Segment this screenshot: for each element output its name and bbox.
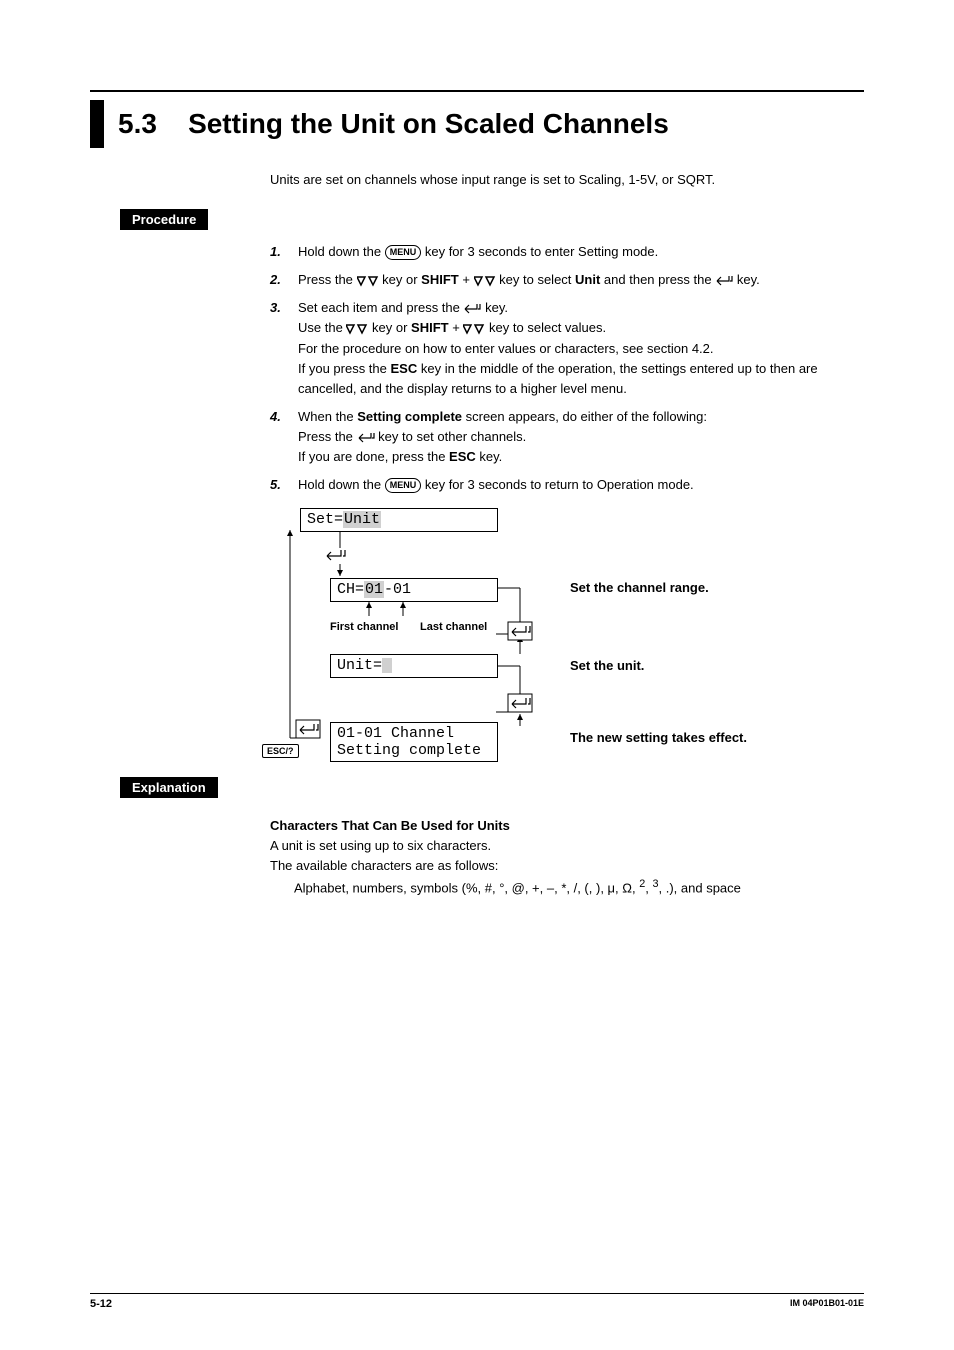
step-body: When the Setting complete screen appears…	[298, 407, 864, 467]
updown-key-icon	[474, 275, 496, 287]
explanation-heading: Explanation	[120, 777, 218, 798]
page-footer: 5-12 IM 04P01B01-01E	[90, 1293, 864, 1310]
t: Setting complete	[337, 742, 491, 759]
takes-effect-label: The new setting takes effect.	[570, 730, 747, 745]
step-body: Hold down the MENU key for 3 seconds to …	[298, 475, 864, 495]
t: For the procedure on how to enter values…	[298, 341, 714, 356]
t: , .), and space	[659, 880, 741, 895]
first-channel-label: First channel	[330, 621, 398, 633]
t: -01	[384, 581, 411, 598]
section-number: 5.3	[118, 108, 157, 139]
t: If you press the	[298, 361, 391, 376]
shift-key: SHIFT	[421, 272, 459, 287]
step-num: 1.	[270, 242, 298, 262]
step-num: 5.	[270, 475, 298, 495]
t: Set=	[307, 511, 343, 528]
step-body: Press the key or SHIFT + key to select U…	[298, 270, 864, 290]
exp-line3: Alphabet, numbers, symbols (%, #, °, @, …	[270, 876, 864, 898]
exp-line2: The available characters are as follows:	[270, 856, 864, 876]
page-number: 5-12	[90, 1298, 112, 1310]
title-row: 5.3 Setting the Unit on Scaled Channels	[90, 100, 864, 148]
cursor-icon	[382, 658, 392, 673]
page-title: 5.3 Setting the Unit on Scaled Channels	[118, 108, 669, 140]
enter-key-icon	[715, 275, 733, 287]
t: If you are done, press the	[298, 449, 449, 464]
updown-key-icon	[346, 323, 368, 335]
unit-word: Unit	[575, 272, 600, 287]
section-title: Setting the Unit on Scaled Channels	[188, 108, 669, 139]
updown-key-icon	[463, 323, 485, 335]
chars-heading: Characters That Can Be Used for Units	[270, 816, 864, 836]
t: Press the	[298, 429, 357, 444]
step-2: 2. Press the key or SHIFT + key to selec…	[270, 270, 864, 290]
last-channel-label: Last channel	[420, 621, 487, 633]
doc-id: IM 04P01B01-01E	[790, 1298, 864, 1310]
t: key.	[733, 272, 760, 287]
set-unit-label: Set the unit.	[570, 658, 644, 673]
menu-key-icon: MENU	[385, 245, 422, 260]
t: 01	[364, 581, 384, 598]
t: Press the	[298, 272, 357, 287]
menu-key-icon: MENU	[385, 478, 422, 493]
t: key to set other channels.	[375, 429, 527, 444]
step-num: 4.	[270, 407, 298, 467]
t: Hold down the	[298, 244, 385, 259]
t: When the	[298, 409, 357, 424]
explanation-body: Characters That Can Be Used for Units A …	[270, 816, 864, 899]
step-4: 4. When the Setting complete screen appe…	[270, 407, 864, 467]
esc-key: ESC	[391, 361, 418, 376]
step-num: 2.	[270, 270, 298, 290]
lcd-set: Set=Unit	[300, 508, 498, 532]
step-body: Set each item and press the key. Use the…	[298, 298, 864, 399]
exp-line1: A unit is set using up to six characters…	[270, 836, 864, 856]
t: key.	[481, 300, 508, 315]
t: Unit	[343, 511, 381, 528]
t: Hold down the	[298, 477, 385, 492]
t: +	[459, 272, 474, 287]
step-1: 1. Hold down the MENU key for 3 seconds …	[270, 242, 864, 262]
step-3: 3. Set each item and press the key. Use …	[270, 298, 864, 399]
setting-complete: Setting complete	[357, 409, 462, 424]
lcd-ch: CH=01-01	[330, 578, 498, 602]
t: key for 3 seconds to return to Operation…	[421, 477, 693, 492]
lcd-unit: Unit=	[330, 654, 498, 678]
t: CH=	[337, 581, 364, 598]
set-channel-range-label: Set the channel range.	[570, 580, 709, 595]
lcd-complete: 01-01 Channel Setting complete	[330, 722, 498, 762]
t: 01-01 Channel	[337, 725, 491, 742]
step-body: Hold down the MENU key for 3 seconds to …	[298, 242, 864, 262]
t: key for 3 seconds to enter Setting mode.	[421, 244, 658, 259]
t: screen appears, do either of the followi…	[462, 409, 707, 424]
t: Unit=	[337, 657, 382, 674]
procedure-heading: Procedure	[120, 209, 208, 230]
menu-diagram: Set=Unit CH=01-01 First channel Last cha…	[270, 508, 850, 763]
t: Set each item and press the	[298, 300, 463, 315]
t: key to select values.	[485, 320, 606, 335]
esc-key-box: ESC/?	[262, 744, 299, 758]
shift-key: SHIFT	[411, 320, 449, 335]
t: key to select	[496, 272, 575, 287]
t: key or	[379, 272, 422, 287]
step-5: 5. Hold down the MENU key for 3 seconds …	[270, 475, 864, 495]
intro-text: Units are set on channels whose input ra…	[270, 172, 864, 187]
t: key.	[476, 449, 503, 464]
t: key or	[368, 320, 411, 335]
step-num: 3.	[270, 298, 298, 399]
enter-key-icon	[357, 432, 375, 444]
enter-key-icon	[463, 303, 481, 315]
esc-key: ESC	[449, 449, 476, 464]
steps-list: 1. Hold down the MENU key for 3 seconds …	[270, 242, 864, 496]
t: +	[449, 320, 464, 335]
title-rule	[90, 90, 864, 92]
updown-key-icon	[357, 275, 379, 287]
t: Use the	[298, 320, 346, 335]
title-bar	[90, 100, 104, 148]
t: and then press the	[600, 272, 715, 287]
t: Alphabet, numbers, symbols (%, #, °, @, …	[294, 880, 639, 895]
